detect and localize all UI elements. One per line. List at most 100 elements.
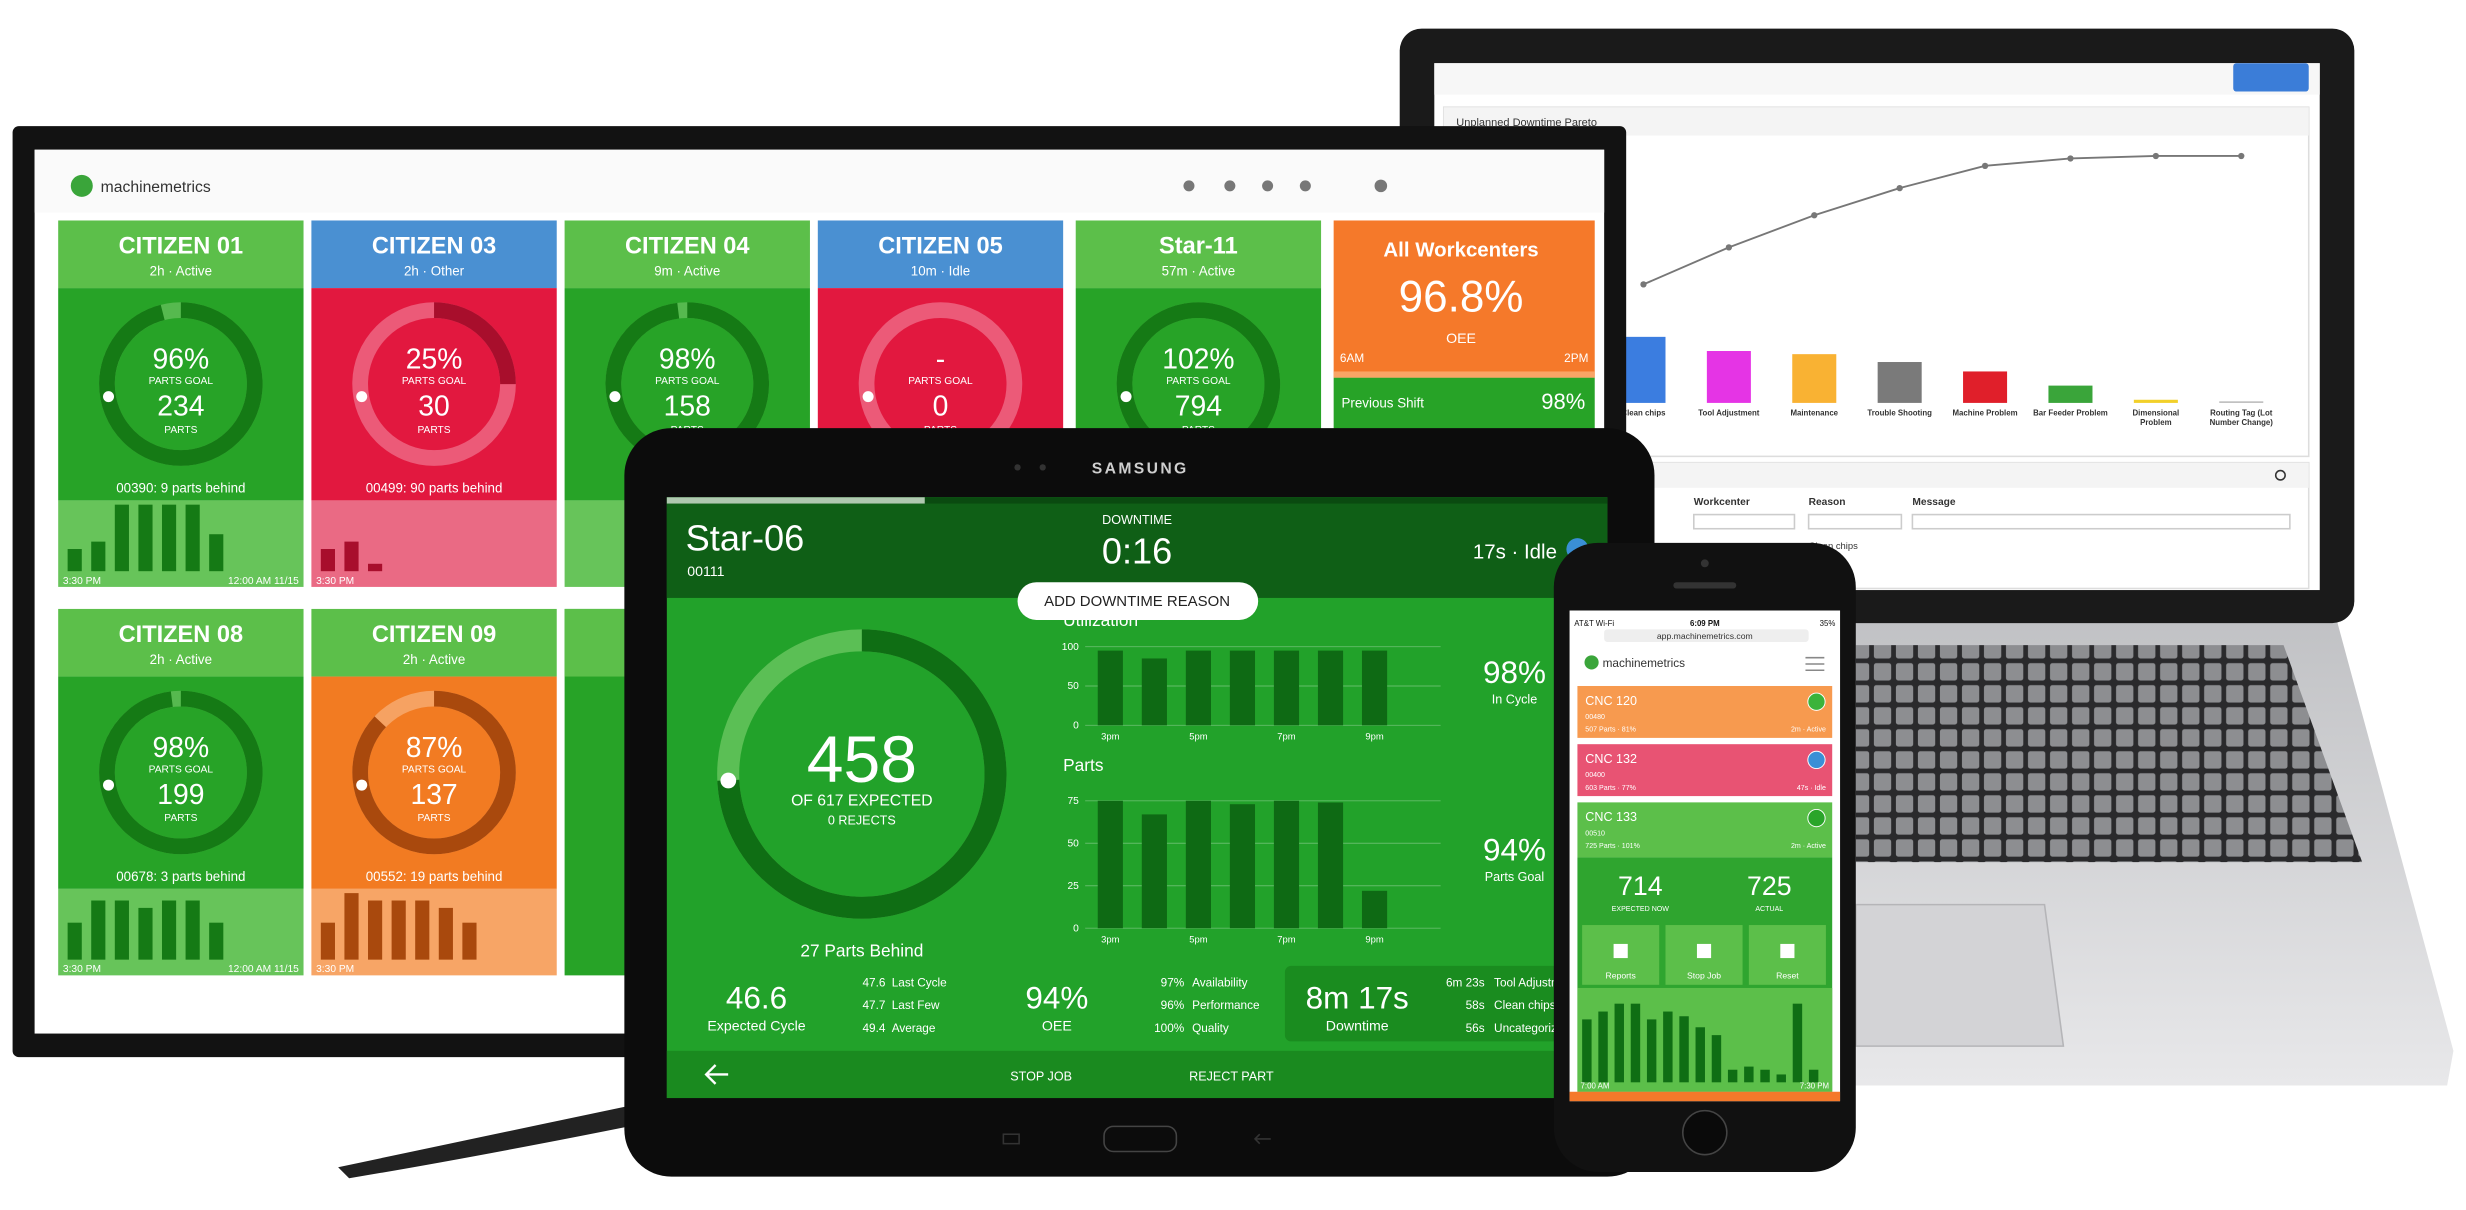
- x-tick-label: 5pm: [1189, 730, 1207, 741]
- part-count: 794: [1175, 389, 1222, 421]
- tablet-brand: SAMSUNG: [1092, 461, 1189, 478]
- category-label: Tool Adjustment: [1698, 408, 1760, 417]
- tile-header: [58, 608, 304, 677]
- expected-label: EXPECTED NOW: [1612, 906, 1670, 913]
- card-name: CNC 132: [1585, 752, 1637, 766]
- bar: [1598, 1011, 1608, 1083]
- spark-bar: [368, 563, 383, 572]
- percent: 96%: [153, 342, 210, 374]
- spark-bar: [368, 900, 383, 960]
- spark-bar: [344, 893, 359, 960]
- bar: [1582, 1019, 1592, 1083]
- bar: [1273, 650, 1300, 726]
- parts-count: 458: [807, 722, 917, 796]
- bar: [1679, 1016, 1689, 1083]
- spark-bar: [114, 900, 129, 960]
- machine-tile: CITIZEN 03 2h · Other 25% PARTS GOAL 30 PARTS…: [311, 220, 557, 587]
- bar: [1727, 1069, 1738, 1083]
- bar: [2219, 401, 2264, 403]
- tile-header: [1075, 220, 1322, 289]
- category-label: Clean chips: [1621, 408, 1666, 417]
- url: app.machinemetrics.com: [1657, 631, 1753, 641]
- tile-header: [311, 608, 557, 677]
- card-job: 00400: [1585, 772, 1605, 779]
- part-count: 199: [157, 778, 204, 810]
- nav-icon: [1299, 180, 1311, 192]
- percent: 98%: [659, 342, 716, 374]
- card-status: 2m · Active: [1791, 727, 1826, 734]
- y-tick-label: 50: [1068, 838, 1080, 849]
- gauge-dot: [103, 779, 115, 791]
- top-band: [666, 497, 1608, 598]
- column-header: Message: [1912, 497, 1955, 508]
- button-label: ADD DOWNTIME REASON: [1044, 593, 1230, 610]
- bar: [1361, 650, 1388, 726]
- gauge-arc: [352, 690, 516, 855]
- oee-label: OEE: [1042, 1017, 1072, 1033]
- action-label: Reset: [1776, 971, 1799, 981]
- pareto-point: [1981, 162, 1989, 170]
- category-label: Maintenance: [1790, 408, 1838, 417]
- bar: [1229, 650, 1256, 726]
- part-count: 137: [410, 778, 457, 810]
- pareto-point: [1725, 244, 1733, 251]
- part-count: 30: [418, 389, 449, 421]
- time-end: 12:00 AM 11/15: [228, 576, 299, 587]
- nav-bar: [34, 149, 1605, 213]
- oee-label: OEE: [1446, 330, 1476, 346]
- bar: [1744, 1066, 1754, 1083]
- action-icon: [1780, 943, 1795, 959]
- card-status: 2m · Active: [1791, 843, 1826, 850]
- bar: [1695, 1027, 1705, 1083]
- in-cycle-label: In Cycle: [1492, 692, 1537, 706]
- back-arrow: [704, 1064, 729, 1085]
- behind: 00390: 9 parts behind: [116, 481, 245, 496]
- logo: [1584, 655, 1599, 670]
- nav-icon: [1262, 180, 1274, 192]
- y-tick-label: 25: [1068, 881, 1080, 892]
- stat-name: Performance: [1192, 999, 1260, 1012]
- percent: 102%: [1162, 342, 1234, 374]
- x-tick-label: 9pm: [1365, 933, 1383, 944]
- machine-card: [1577, 685, 1833, 738]
- tile-header: [311, 220, 557, 289]
- pareto-line: [1643, 155, 2242, 286]
- back-key: [1253, 1133, 1271, 1145]
- y-tick-label: 50: [1068, 681, 1080, 692]
- category-label: Number Change): [2210, 418, 2274, 427]
- gauge-dot: [103, 391, 115, 403]
- category-label: Bar Feeder Problem: [2033, 408, 2108, 417]
- spark-bar: [161, 900, 177, 960]
- stat-name: Average: [892, 1022, 936, 1035]
- count-label: PARTS: [164, 813, 197, 824]
- tile-header: [58, 220, 304, 289]
- shift-end: 2PM: [1564, 352, 1588, 365]
- monitor-stand: [338, 1105, 630, 1179]
- tablet: SAMSUNG Star-06 00111 DOWNTIME 0:16 17s · Idl…: [624, 428, 1655, 1177]
- bar: [1185, 800, 1211, 929]
- spark-bar: [462, 922, 477, 960]
- bar: [1877, 362, 1922, 403]
- stat-value: 49.4: [862, 1022, 885, 1035]
- pareto-point: [2152, 152, 2160, 160]
- machine-status: 10m · Idle: [911, 264, 970, 279]
- apply-button: [2233, 63, 2309, 92]
- downtime-box: [1284, 965, 1600, 1042]
- machine-name: Star-11: [1159, 233, 1238, 259]
- spark-bar: [67, 549, 82, 572]
- y-tick-label: 75: [1068, 796, 1080, 807]
- stat-value: 56s: [1466, 1022, 1485, 1035]
- category-label: Trouble Shooting: [1867, 408, 1932, 417]
- part-count: 0: [933, 389, 949, 421]
- action-icon: [1696, 943, 1712, 959]
- chart-end: 7:30 PM: [1800, 1082, 1829, 1091]
- speaker: [1673, 582, 1737, 589]
- stat-value: 47.6: [862, 976, 885, 989]
- stat-name: Last Cycle: [892, 976, 947, 989]
- machine-status: 17s · Idle: [1473, 541, 1557, 564]
- bar: [1776, 1074, 1786, 1083]
- spark-bar: [91, 900, 106, 960]
- machine-name: CITIZEN 09: [372, 621, 496, 647]
- spark-bar: [320, 549, 335, 572]
